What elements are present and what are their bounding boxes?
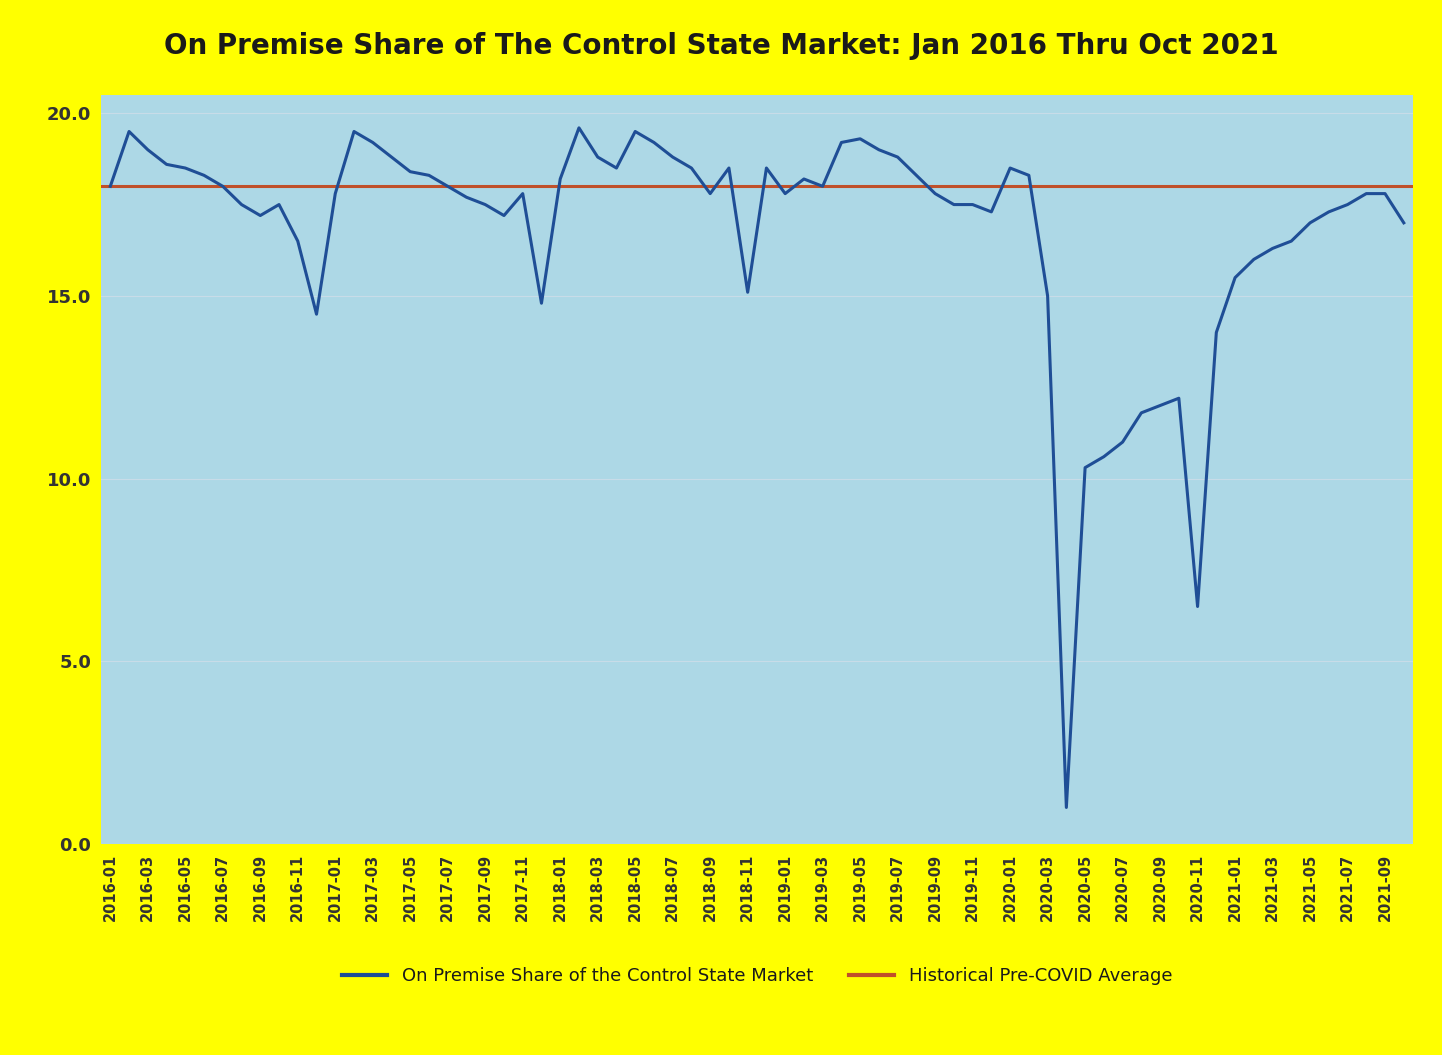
Legend: On Premise Share of the Control State Market, Historical Pre-COVID Average: On Premise Share of the Control State Ma… — [335, 960, 1180, 993]
Text: On Premise Share of The Control State Market: Jan 2016 Thru Oct 2021: On Premise Share of The Control State Ma… — [164, 32, 1278, 60]
